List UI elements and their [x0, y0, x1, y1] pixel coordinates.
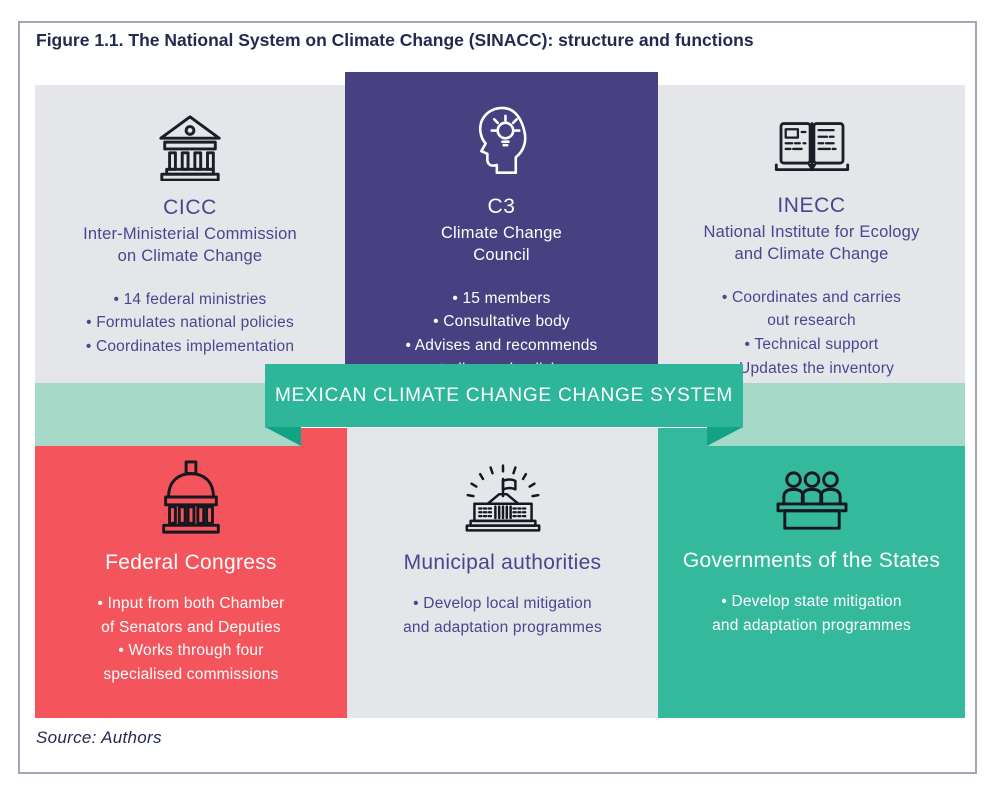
capitol-dome-icon: [154, 458, 228, 538]
bullet-item: • 14 federal ministries: [113, 290, 267, 308]
bullet-item: • Technical support: [744, 335, 879, 353]
panel-bullets: • Coordinates and carries out research •…: [722, 286, 901, 380]
panel-municipal-authorities: Municipal authorities • Develop local mi…: [347, 428, 658, 718]
open-book-icon: [769, 117, 855, 179]
bullet-item-continuation: specialised commissions: [103, 665, 279, 683]
banner-band-left: [35, 383, 301, 446]
panel-title: Municipal authorities: [403, 551, 602, 574]
panel-acronym: CICC: [163, 196, 217, 219]
panel-name-line: on Climate Change: [117, 247, 263, 266]
bullet-item: • 15 members: [452, 289, 551, 307]
panel-name-line: and Climate Change: [734, 245, 889, 264]
panel-name: Climate Change Council: [441, 222, 562, 267]
panel-bullets: • Input from both Chamber of Senators an…: [97, 592, 284, 686]
panel-bullets: • Develop local mitigation and adaptatio…: [403, 592, 602, 639]
head-lightbulb-icon: [471, 100, 533, 180]
bullet-item: • Coordinates and carries: [721, 288, 902, 306]
panel-name-line: Council: [473, 246, 530, 265]
banner-band-right: [707, 383, 965, 446]
bank-columns-icon: [151, 111, 229, 181]
panel-bullets: • Develop state mitigation and adaptatio…: [712, 590, 911, 637]
bullet-item: • Develop local mitigation: [413, 595, 592, 612]
bullet-item: • Consultative body: [433, 313, 570, 331]
bullet-item-continuation: out research: [767, 312, 856, 330]
panel-name-line: Inter-Ministerial Commission: [83, 225, 297, 243]
panel-federal-congress: Federal Congress • Input from both Chamb…: [35, 428, 347, 718]
bullet-item: • Works through four: [118, 642, 264, 660]
town-hall-flag-icon: [451, 458, 555, 538]
system-ribbon: MEXICAN CLIMATE CHANGE CHANGE SYSTEM: [265, 364, 743, 427]
people-at-desk-icon: [772, 468, 852, 536]
panel-name: Inter-Ministerial Commission on Climate …: [83, 223, 297, 268]
source-note: Source: Authors: [36, 728, 162, 747]
panel-governments-of-states: Governments of the States • Develop stat…: [658, 428, 965, 718]
panel-bullets: • 14 federal ministries • Formulates nat…: [86, 288, 294, 359]
panel-name: National Institute for Ecology and Clima…: [703, 221, 919, 266]
bullet-item-continuation: and adaptation programmes: [403, 618, 602, 636]
bullet-item: • Advises and recommends: [405, 336, 598, 354]
system-ribbon-label: MEXICAN CLIMATE CHANGE CHANGE SYSTEM: [274, 384, 734, 406]
figure-title: Figure 1.1. The National System on Clima…: [36, 30, 754, 50]
bullet-item: • Input from both Chamber: [97, 595, 285, 612]
panel-cicc: CICC Inter-Ministerial Commission on Cli…: [35, 85, 345, 383]
panel-c3: C3 Climate Change Council • 15 members •…: [345, 72, 658, 378]
bullet-item: • Updates the inventory: [728, 359, 895, 377]
bullet-item-continuation: of Senators and Deputies: [101, 618, 281, 636]
bullet-item: • Formulates national policies: [86, 314, 294, 332]
panel-name-line: National Institute for Ecology: [703, 223, 920, 241]
panel-name-line: Climate Change: [440, 224, 563, 242]
panel-inecc: INECC National Institute for Ecology and…: [658, 85, 965, 383]
panel-title: Governments of the States: [682, 549, 941, 572]
bullet-item: • Develop state mitigation: [721, 593, 902, 610]
panel-acronym: C3: [487, 195, 516, 218]
panel-acronym: INECC: [777, 194, 846, 217]
bullet-item: • Coordinates implementation: [85, 337, 295, 355]
panel-title: Federal Congress: [105, 551, 277, 574]
bullet-item-continuation: and adaptation programmes: [712, 616, 911, 634]
